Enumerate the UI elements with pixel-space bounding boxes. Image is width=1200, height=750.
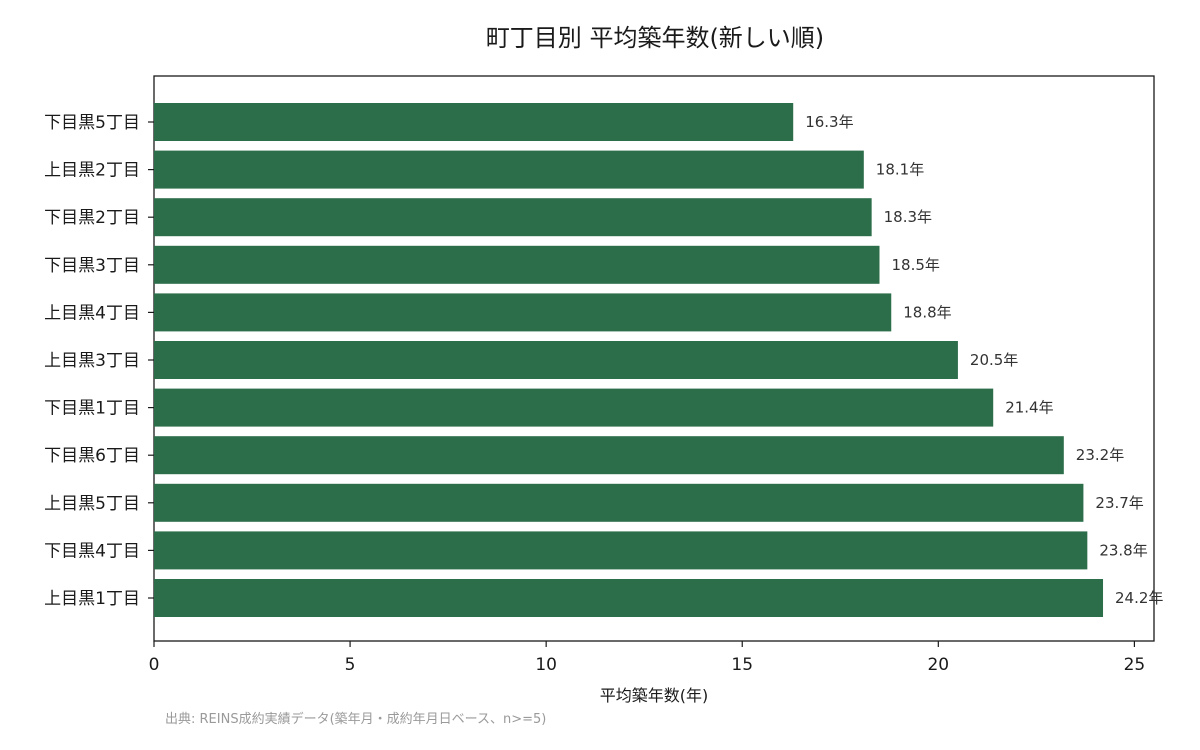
category-label: 下目黒6丁目 [44, 446, 140, 466]
bar-value-label: 18.1年 [876, 161, 924, 179]
bar [154, 388, 994, 427]
category-label: 下目黒1丁目 [44, 399, 140, 419]
category-label: 下目黒3丁目 [44, 256, 140, 276]
bar [154, 198, 872, 237]
bar [154, 245, 880, 284]
bars-group: 16.3年 18.1年 18.3年 18.5年 18.8年 20.5年 21.4年 23.2年… [154, 103, 1163, 617]
bar [154, 293, 892, 332]
bar [154, 150, 864, 189]
category-label: 上目黒4丁目 [44, 303, 140, 323]
category-label: 上目黒5丁目 [44, 494, 140, 514]
category-label: 下目黒5丁目 [44, 113, 140, 133]
bar-value-label: 18.5年 [891, 256, 939, 274]
x-tick-label: 5 [345, 655, 356, 675]
x-axis-label: 平均築年数(年) [600, 686, 709, 705]
x-tick-label: 0 [149, 655, 160, 675]
category-label: 上目黒2丁目 [44, 161, 140, 181]
bar-value-label: 18.8年 [903, 303, 951, 321]
x-tick-label: 20 [927, 655, 949, 675]
category-label: 下目黒4丁目 [44, 541, 140, 561]
bar-value-label: 23.7年 [1095, 494, 1143, 512]
category-label: 上目黒1丁目 [44, 589, 140, 609]
bar-value-label: 20.5年 [970, 351, 1018, 369]
x-tick-label: 10 [535, 655, 557, 675]
x-tick-label: 25 [1124, 655, 1146, 675]
x-tick-label: 15 [731, 655, 753, 675]
bar-value-label: 18.3年 [884, 208, 932, 226]
bar [154, 483, 1084, 522]
bar [154, 103, 794, 141]
bar [154, 341, 958, 379]
source-note: 出典: REINS成約実績データ(築年月・成約年月日ベース、n>=5) [165, 712, 547, 727]
bar-value-label: 24.2年 [1115, 589, 1163, 607]
y-axis: 下目黒5丁目上目黒2丁目下目黒2丁目下目黒3丁目上目黒4丁目上目黒3丁目下目黒1… [44, 113, 154, 609]
bar-value-label: 23.8年 [1099, 541, 1147, 559]
bar-value-label: 16.3年 [805, 113, 853, 131]
category-label: 下目黒2丁目 [44, 208, 140, 228]
chart-title: 町丁目別 平均築年数(新しい順) [486, 24, 824, 52]
bar-value-label: 23.2年 [1076, 446, 1124, 464]
bar [154, 531, 1088, 570]
bar-value-label: 21.4年 [1005, 399, 1053, 417]
bar [154, 436, 1064, 475]
x-axis: 0 5 10 15 20 25 [149, 641, 1146, 675]
category-label: 上目黒3丁目 [44, 351, 140, 371]
bar [154, 579, 1104, 617]
